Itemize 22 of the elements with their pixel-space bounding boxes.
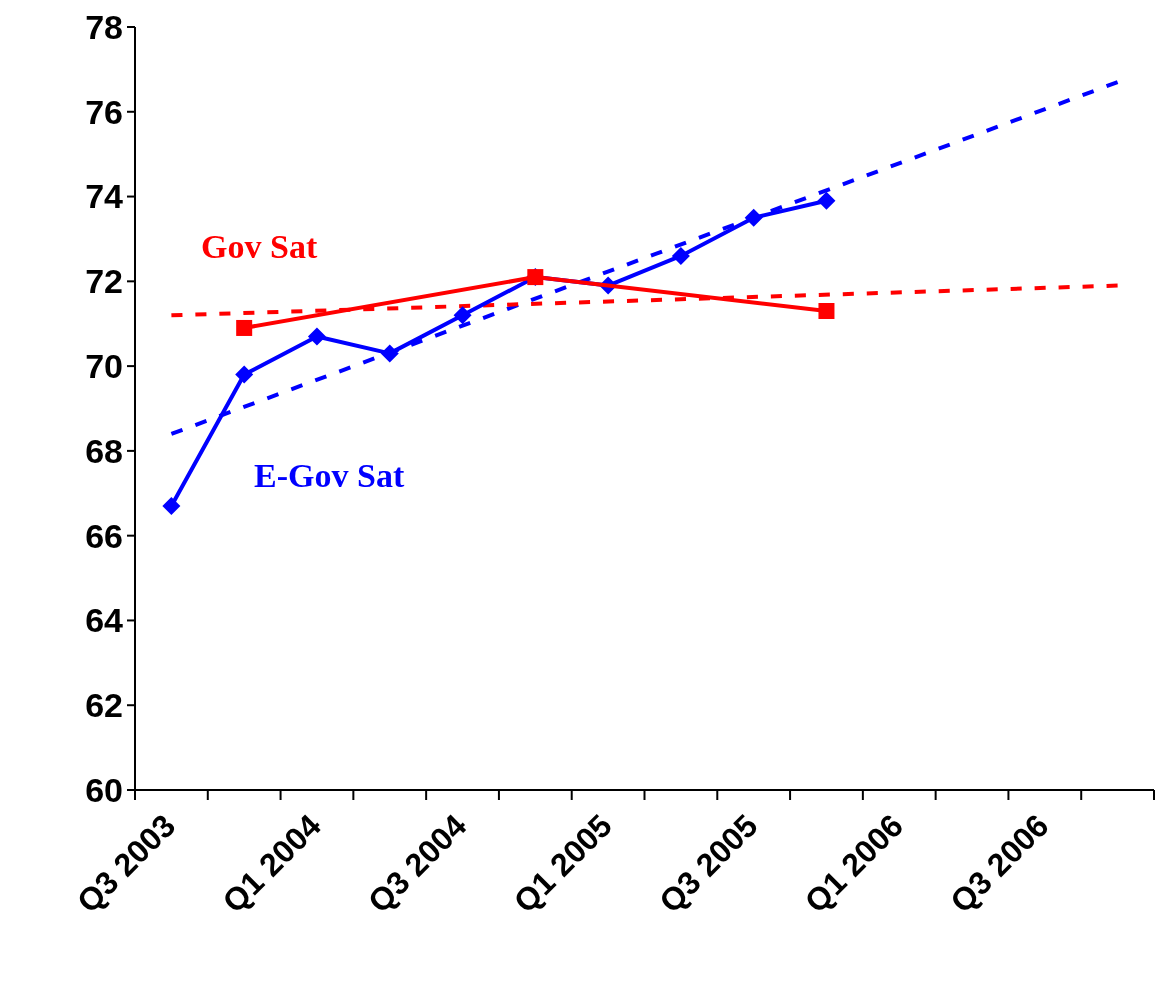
point [162, 496, 181, 515]
point [817, 191, 836, 210]
y-tick-label: 62 [85, 686, 123, 725]
point [380, 344, 399, 363]
y-tick-label: 60 [85, 770, 123, 809]
y-tick-label: 72 [85, 262, 123, 301]
y-tick-label: 70 [85, 347, 123, 386]
series-label: Gov Sat [201, 227, 318, 265]
y-tick-label: 68 [85, 431, 123, 470]
point [236, 319, 253, 336]
point [307, 327, 326, 346]
point [453, 306, 472, 325]
point [818, 303, 835, 320]
y-tick-label: 76 [85, 92, 123, 131]
y-tick-label: 74 [85, 177, 124, 216]
point [671, 246, 690, 265]
y-tick-label: 64 [85, 601, 124, 640]
series-label: E-Gov Sat [254, 456, 405, 494]
y-tick-label: 66 [85, 516, 123, 555]
y-tick-label: 78 [85, 7, 123, 46]
point [235, 365, 254, 384]
point [744, 208, 763, 227]
